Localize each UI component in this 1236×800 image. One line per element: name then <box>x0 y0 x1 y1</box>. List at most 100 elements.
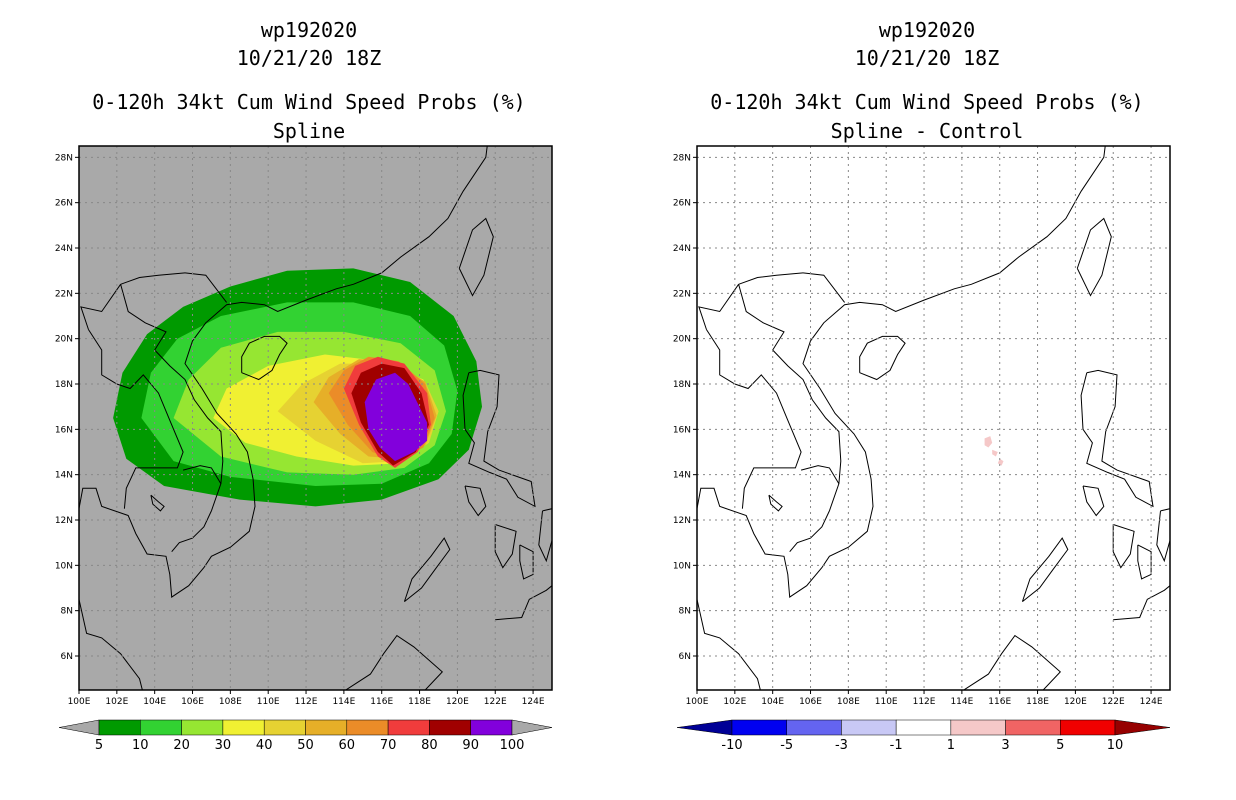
x-tick-label: 114E <box>950 697 973 707</box>
colorbar-label: 5 <box>1056 738 1064 753</box>
country-border <box>800 465 840 484</box>
x-tick-label: 100E <box>686 697 709 707</box>
y-tick-label: 20N <box>673 335 691 345</box>
coastline <box>495 585 552 629</box>
chart-panel-difference: wp192020 10/21/20 18Z 0-120h 34kt Cum Wi… <box>618 0 1236 800</box>
coastline <box>1080 369 1154 508</box>
y-tick-label: 26N <box>55 199 73 209</box>
colorbar-swatch <box>895 719 952 736</box>
colorbar-under-cap <box>676 719 733 736</box>
colorbar-label: -1 <box>890 738 903 753</box>
coastline <box>519 544 534 580</box>
colorbar-swatch <box>731 719 787 736</box>
colorbar-label: -3 <box>835 738 848 753</box>
x-tick-label: 104E <box>761 697 784 707</box>
y-tick-label: 18N <box>55 380 73 390</box>
y-tick-label: 6N <box>61 652 73 662</box>
plot-area <box>697 146 1170 690</box>
coastline <box>150 494 165 512</box>
x-tick-label: 114E <box>332 697 355 707</box>
colorbar-over-cap <box>511 719 553 736</box>
chart-subtitle: Spline - Control <box>830 119 1024 143</box>
contour-level-1 <box>997 458 1004 466</box>
contour-level-30 <box>213 354 439 466</box>
contour-level-5 <box>113 268 482 507</box>
x-tick-label: 120E <box>1064 697 1087 707</box>
x-tick-label: 106E <box>181 697 204 707</box>
colorbar-label: 40 <box>256 738 273 753</box>
colorbar-label: -10 <box>721 738 742 753</box>
contour-level-90 <box>364 372 428 462</box>
x-tick-label: 116E <box>988 697 1011 707</box>
chart-title-product: 0-120h 34kt Cum Wind Speed Probs (%) <box>92 90 526 114</box>
y-tick-label: 26N <box>673 199 691 209</box>
country-border <box>88 329 184 509</box>
y-tick-label: 20N <box>55 335 73 345</box>
y-tick-label: 22N <box>673 289 691 299</box>
x-tick-label: 102E <box>723 697 746 707</box>
contour-level-1 <box>992 449 998 457</box>
contour-level-80 <box>351 363 429 466</box>
x-tick-label: 112E <box>913 697 936 707</box>
colorbar-label: 100 <box>500 738 525 753</box>
country-border <box>738 272 804 285</box>
x-tick-label: 118E <box>1026 697 1049 707</box>
colorbar-swatch <box>222 719 265 736</box>
plot-frame <box>696 145 1171 691</box>
contour-level-1 <box>984 436 993 448</box>
y-tick-label: 8N <box>61 607 73 617</box>
colorbar-label: 30 <box>215 738 232 753</box>
country-border <box>184 272 227 303</box>
coastline <box>458 217 494 297</box>
colorbar-swatch <box>181 719 224 736</box>
y-tick-label: 10N <box>55 561 73 571</box>
chart-title-storm-id: wp192020 <box>878 18 976 42</box>
coastline <box>1076 217 1112 297</box>
plot-background <box>79 146 552 690</box>
contour-level-70 <box>343 356 431 468</box>
chart-title-datetime: 10/21/20 18Z <box>236 46 382 70</box>
plot-background <box>697 146 1170 690</box>
colorbar-label: 50 <box>297 738 314 753</box>
colorbar-swatch <box>429 719 471 736</box>
contour-level-10 <box>141 302 458 486</box>
x-tick-label: 122E <box>1102 697 1125 707</box>
colorbar-label: 10 <box>1107 738 1124 753</box>
y-tick-label: 24N <box>673 244 691 254</box>
coastline <box>345 634 444 690</box>
y-tick-label: 22N <box>55 289 73 299</box>
coastline <box>1021 537 1069 602</box>
y-tick-label: 12N <box>673 516 691 526</box>
y-tick-label: 16N <box>673 425 691 435</box>
y-tick-label: 10N <box>673 561 691 571</box>
colorbar-swatch <box>140 719 182 736</box>
colorbar-label: -5 <box>780 738 793 753</box>
colorbar-swatch <box>470 719 513 736</box>
country-border <box>698 284 740 330</box>
country-border <box>738 284 842 512</box>
colorbar-label: 60 <box>339 738 356 753</box>
colorbar-label: 90 <box>462 738 479 753</box>
coastline <box>79 146 488 690</box>
coastline <box>1112 524 1135 569</box>
y-tick-label: 14N <box>673 471 691 481</box>
y-tick-label: 6N <box>679 652 691 662</box>
y-tick-label: 24N <box>55 244 73 254</box>
y-tick-label: 28N <box>673 153 691 163</box>
country-border <box>182 465 222 484</box>
colorbar-swatch <box>841 719 897 736</box>
colorbar-label: 80 <box>421 738 438 753</box>
chart-subtitle: Spline <box>272 119 346 143</box>
chart-title-storm-id: wp192020 <box>260 18 358 42</box>
colorbar-label: 3 <box>1001 738 1009 753</box>
x-tick-label: 104E <box>143 697 166 707</box>
coastline <box>1113 585 1170 629</box>
colorbar-swatch <box>950 719 1006 736</box>
contour-level-50 <box>313 359 437 459</box>
chart-title-product: 0-120h 34kt Cum Wind Speed Probs (%) <box>710 90 1144 114</box>
x-tick-label: 124E <box>1140 697 1163 707</box>
plot-area <box>79 146 552 690</box>
x-tick-label: 100E <box>68 697 91 707</box>
coastline <box>697 146 1106 690</box>
contour-level-60 <box>328 356 435 462</box>
